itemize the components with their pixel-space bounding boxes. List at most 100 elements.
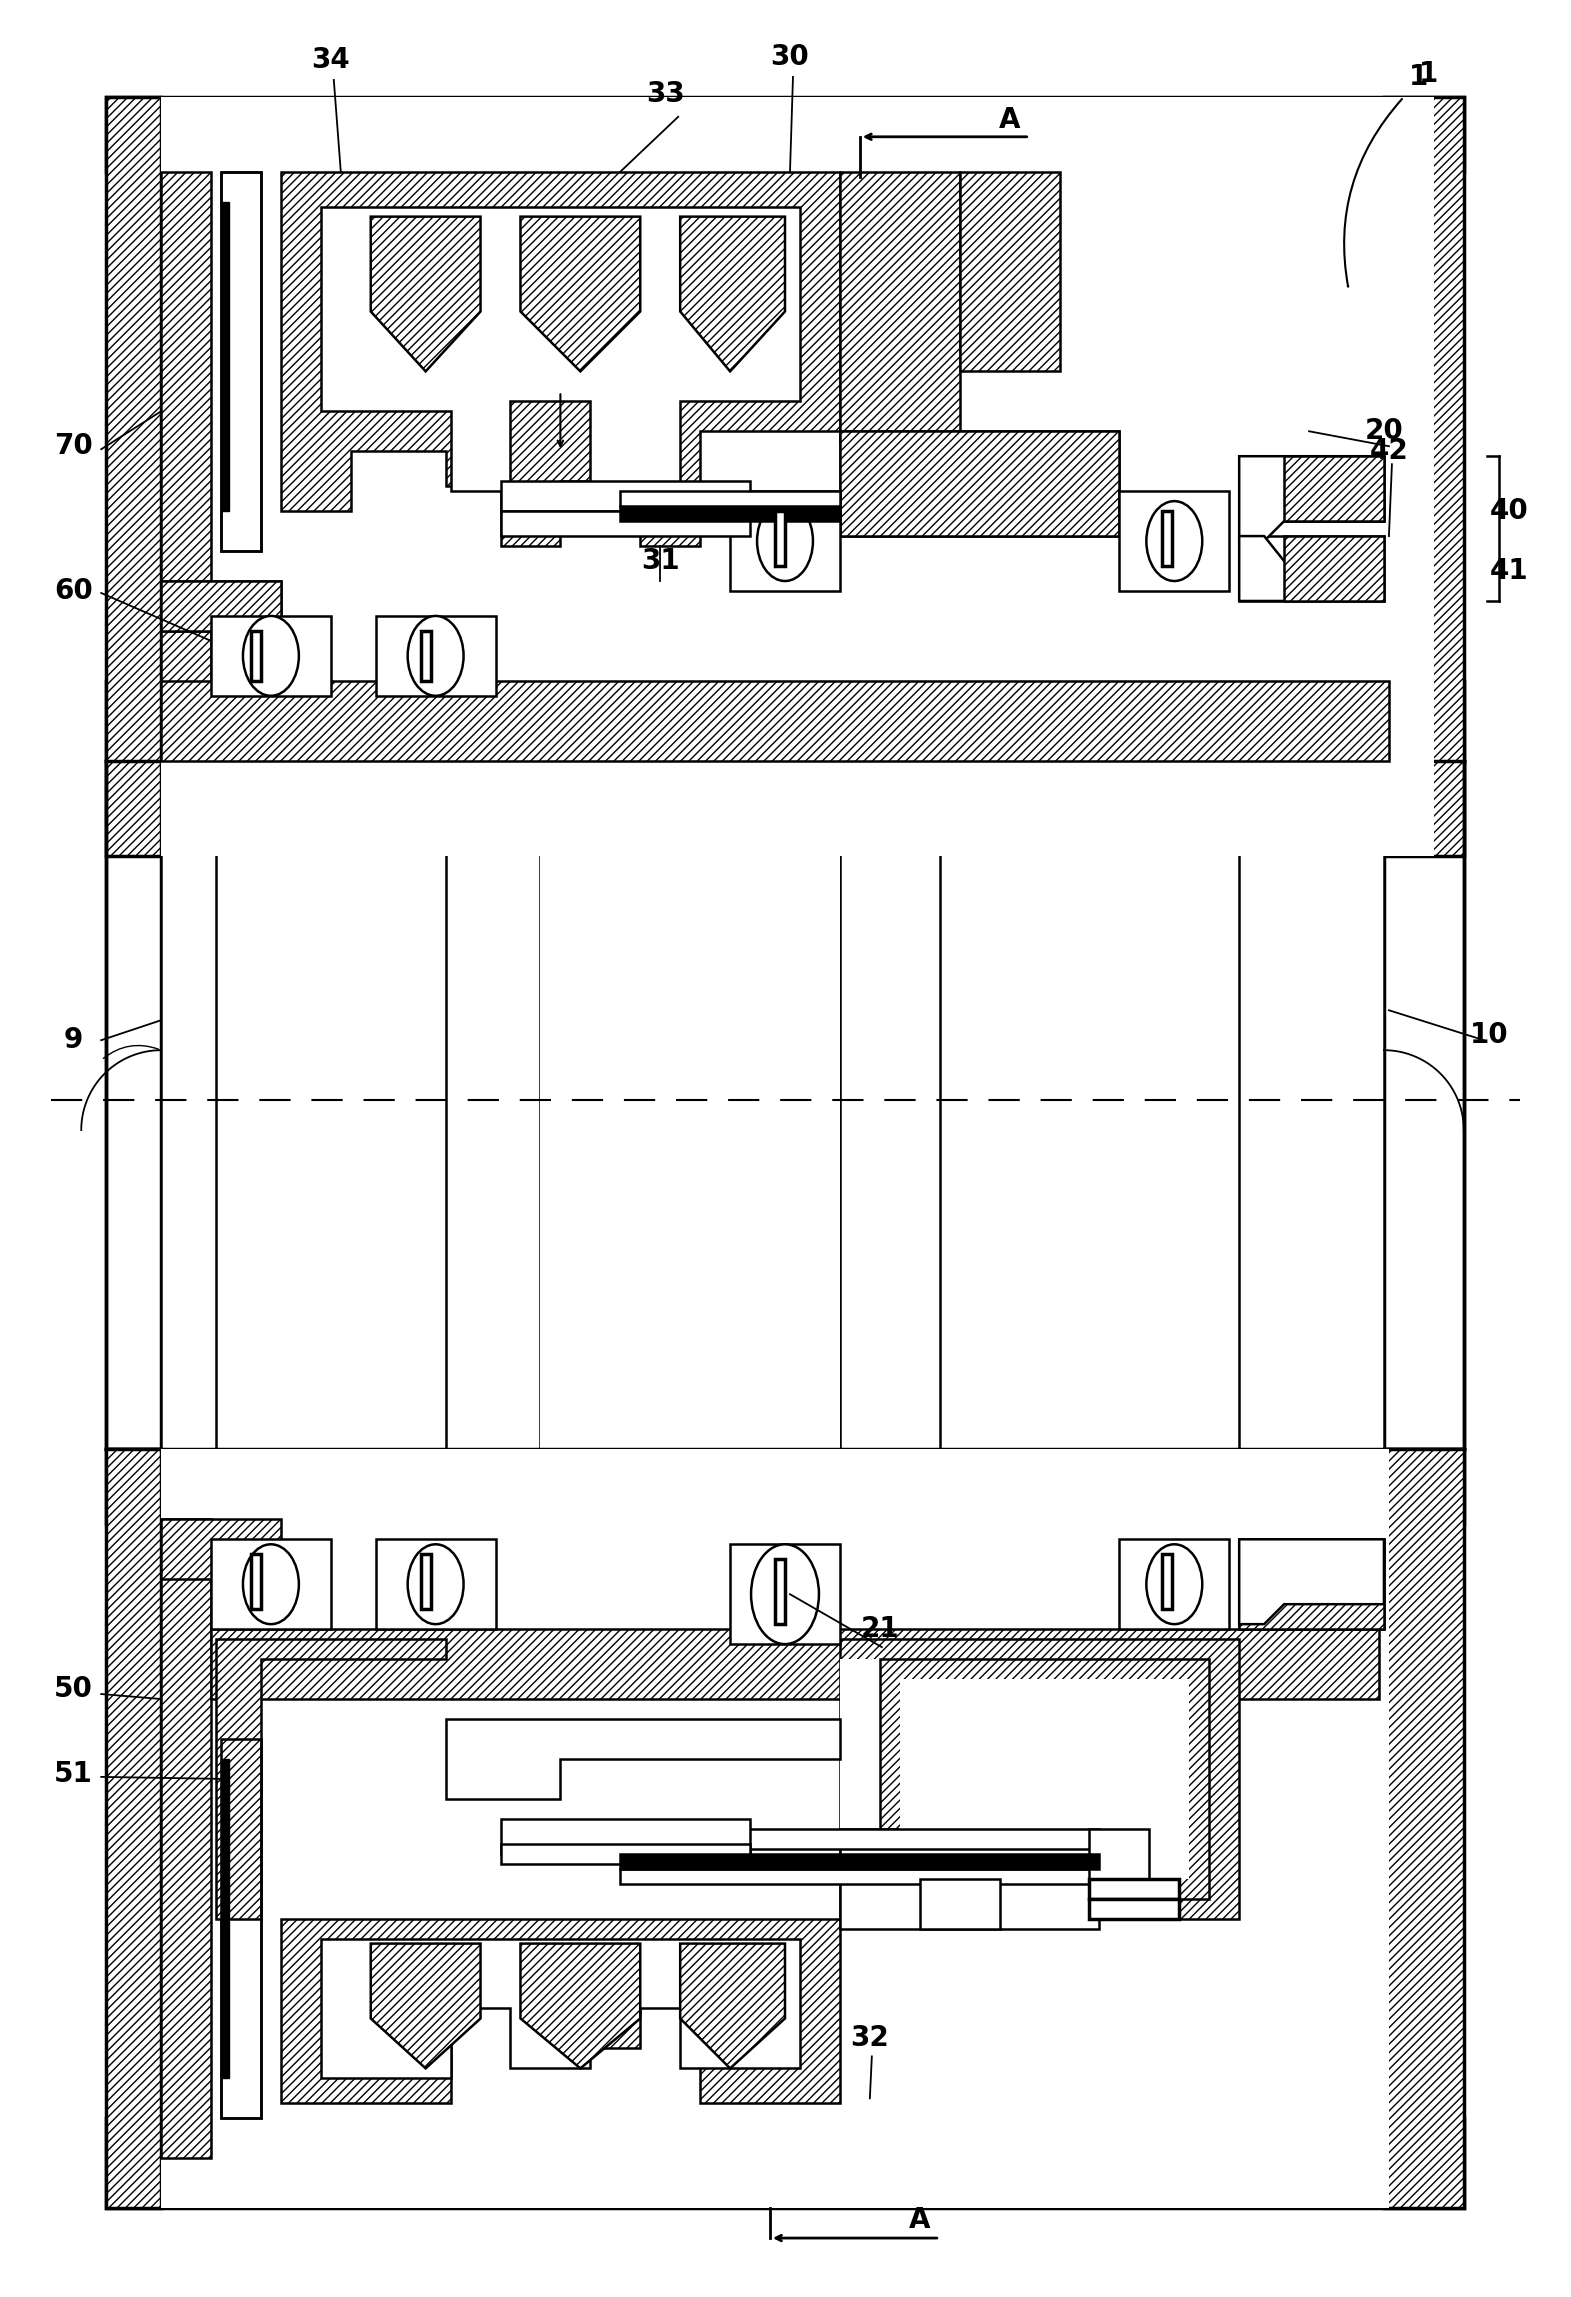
Polygon shape [1240, 1539, 1384, 1624]
Bar [1384, 1449, 1464, 2207]
Polygon shape [1240, 1539, 1384, 1629]
Polygon shape [215, 1640, 446, 1918]
Bar [731, 492, 840, 590]
Bar [162, 581, 281, 632]
Ellipse shape [751, 1544, 818, 1645]
Bar [1384, 96, 1464, 854]
Bar [840, 760, 939, 1449]
Bar [919, 1879, 999, 1929]
Bar [162, 680, 1389, 760]
Bar [1240, 760, 1384, 1449]
Bar [1240, 1539, 1384, 1629]
Bar [222, 1739, 261, 2118]
Bar [840, 172, 960, 441]
Bar [421, 632, 430, 680]
Text: 10: 10 [1469, 1022, 1508, 1050]
Ellipse shape [407, 1544, 463, 1624]
Bar [501, 1819, 749, 1854]
Bar [775, 1560, 786, 1624]
Bar [222, 172, 261, 551]
Bar [501, 480, 749, 512]
Polygon shape [1240, 457, 1384, 542]
Bar [1284, 535, 1384, 602]
Ellipse shape [757, 501, 812, 581]
Polygon shape [371, 216, 481, 372]
Text: 21: 21 [861, 1615, 899, 1642]
Bar [222, 1760, 229, 2079]
Bar [107, 1449, 162, 2207]
Polygon shape [371, 1943, 481, 2067]
Bar [211, 1629, 1379, 1700]
Bar [211, 616, 331, 696]
Text: 9: 9 [64, 1027, 83, 1054]
Bar [107, 96, 162, 854]
Polygon shape [680, 216, 786, 372]
Bar [621, 1870, 1100, 1884]
Bar [162, 1518, 281, 1580]
Bar [621, 1828, 1100, 1849]
Bar [162, 1449, 1389, 2207]
Text: A: A [910, 2205, 930, 2235]
Bar [960, 172, 1059, 372]
Bar [621, 505, 840, 521]
Bar [1120, 492, 1229, 590]
Bar [1163, 512, 1172, 565]
Bar [162, 96, 1434, 854]
Bar [900, 1679, 1189, 1879]
Text: A: A [999, 106, 1020, 133]
Bar [1284, 457, 1384, 521]
Bar [162, 760, 215, 1449]
Bar [251, 632, 261, 680]
Bar [162, 1518, 211, 2159]
Ellipse shape [407, 616, 463, 696]
Bar [421, 1555, 430, 1610]
Bar [1163, 1555, 1172, 1610]
Polygon shape [320, 207, 800, 492]
Polygon shape [320, 1939, 800, 2079]
Bar [1089, 1828, 1150, 1909]
Text: 20: 20 [1365, 418, 1403, 446]
Bar [211, 1539, 331, 1629]
Text: 31: 31 [641, 547, 680, 574]
Polygon shape [520, 1943, 641, 2067]
FancyArrowPatch shape [1345, 99, 1401, 287]
Text: 60: 60 [53, 577, 93, 604]
Polygon shape [1240, 535, 1384, 602]
Bar [107, 1449, 1464, 1525]
Polygon shape [281, 1918, 840, 2104]
Text: 30: 30 [771, 44, 809, 71]
Text: 32: 32 [850, 2024, 889, 2054]
Bar [775, 512, 786, 565]
Ellipse shape [1147, 501, 1202, 581]
Bar [501, 512, 749, 535]
Bar [107, 760, 162, 1449]
Bar [375, 1539, 495, 1629]
Text: 33: 33 [646, 80, 685, 108]
Bar [107, 96, 1464, 172]
Bar [540, 760, 840, 1449]
Polygon shape [281, 172, 840, 547]
Text: 50: 50 [53, 1675, 93, 1702]
Bar [222, 1739, 261, 2118]
Bar [251, 1555, 261, 1610]
Bar [1384, 760, 1464, 1449]
Text: 51: 51 [53, 1760, 93, 1787]
Text: 34: 34 [311, 46, 350, 74]
Bar [222, 202, 229, 512]
Bar [446, 760, 540, 1449]
Bar [1240, 457, 1384, 521]
Bar [840, 1658, 1199, 1900]
Ellipse shape [244, 616, 298, 696]
Bar [880, 1658, 1210, 1900]
Bar [840, 1828, 1100, 1929]
Bar [621, 1854, 1100, 1870]
Text: 1: 1 [1419, 60, 1439, 87]
Ellipse shape [1147, 1544, 1202, 1624]
Bar [731, 1544, 840, 1645]
Bar [501, 1844, 749, 1863]
Polygon shape [446, 1718, 840, 1799]
Bar [1089, 1900, 1180, 1918]
Bar [107, 680, 1464, 760]
Polygon shape [680, 1943, 786, 2067]
Bar [840, 432, 1120, 535]
